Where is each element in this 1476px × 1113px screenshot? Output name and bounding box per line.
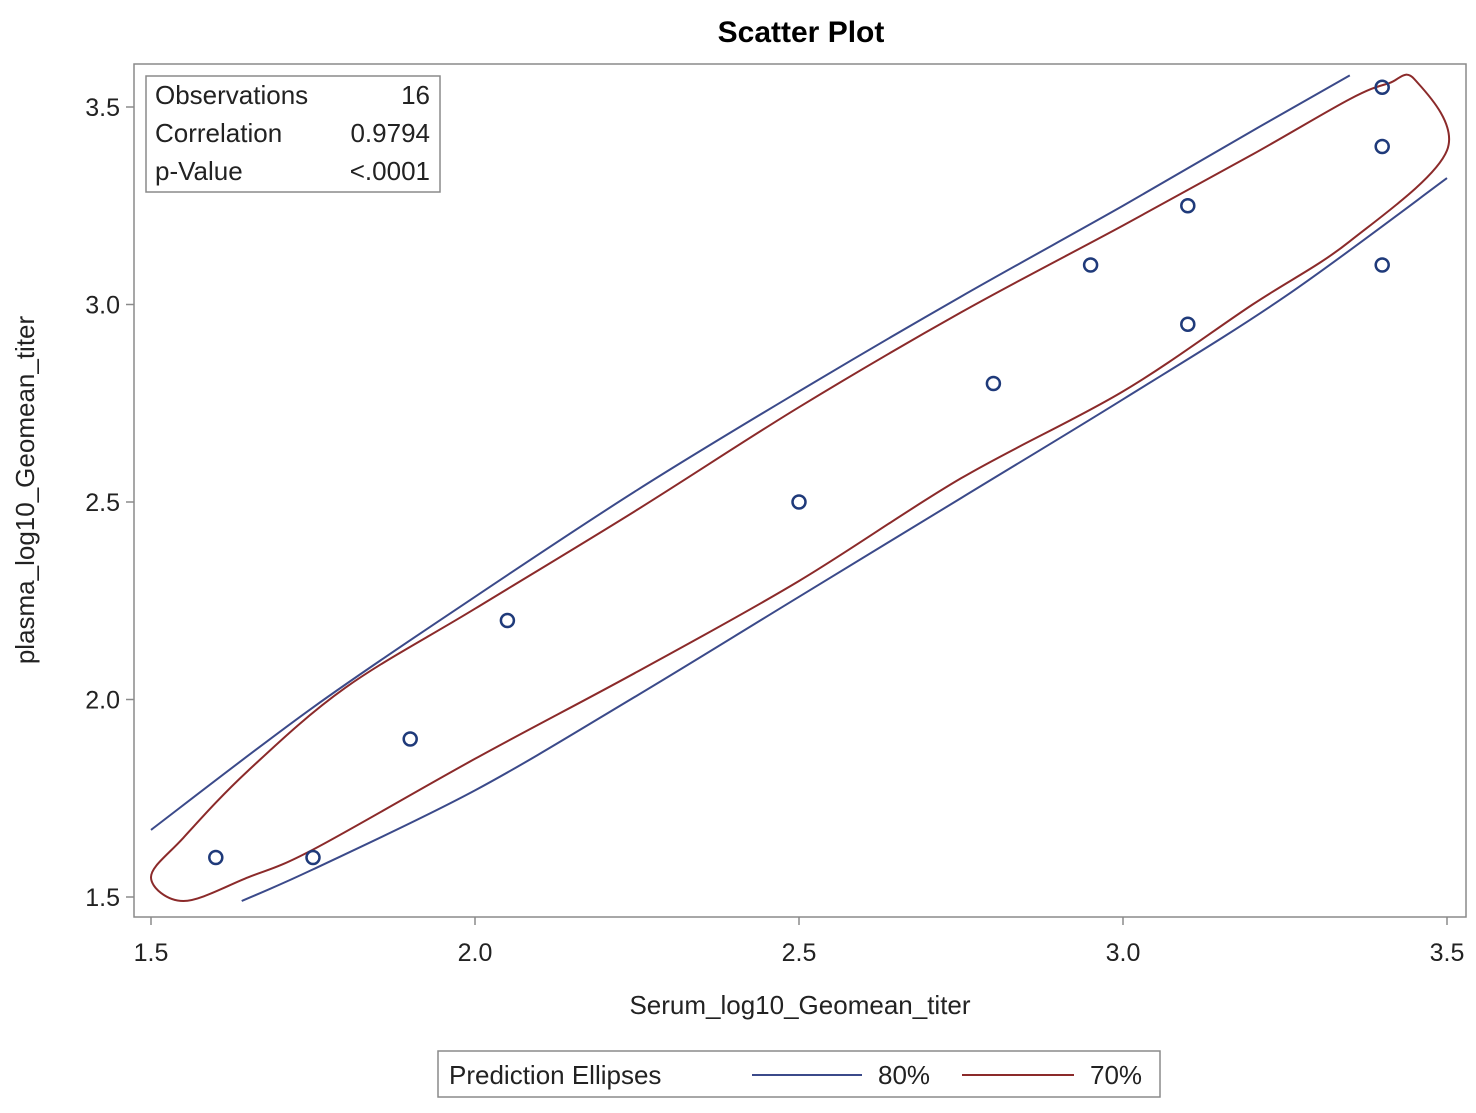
y-tick-label: 2.5 <box>85 489 120 517</box>
x-tick-label: 3.0 <box>1106 939 1141 967</box>
stat-value-observations: 16 <box>401 80 430 110</box>
y-axis-label: plasma_log10_Geomean_titer <box>10 315 40 664</box>
legend: Prediction Ellipses 80% 70% <box>437 1050 1161 1098</box>
stat-value-correlation: 0.9794 <box>350 118 430 148</box>
x-tick-label: 3.5 <box>1430 939 1465 967</box>
x-tick-label: 2.5 <box>782 939 817 967</box>
data-point <box>1082 257 1099 273</box>
stat-value-p-value: <.0001 <box>350 156 430 186</box>
legend-title: Prediction Ellipses <box>449 1060 661 1090</box>
legend-label-80: 80% <box>878 1060 930 1090</box>
y-tick-label: 3.0 <box>85 292 120 320</box>
data-point <box>1180 316 1196 332</box>
ellipse-80-upper <box>150 74 1351 831</box>
data-point <box>499 612 516 629</box>
data-point <box>1374 138 1390 155</box>
x-axis-label: Serum_log10_Geomean_titer <box>629 990 970 1020</box>
data-point <box>985 375 1002 392</box>
ellipse-70 <box>149 73 1450 903</box>
stats-box: Observations 16 Correlation 0.9794 p-Val… <box>145 75 441 193</box>
data-point <box>1180 198 1196 214</box>
legend-label-70: 70% <box>1090 1060 1142 1090</box>
stat-label-p-value: p-Value <box>155 156 243 186</box>
x-axis: 1.5 2.0 2.5 3.0 3.5 <box>134 917 1465 967</box>
data-point <box>1374 257 1390 273</box>
stat-label-correlation: Correlation <box>155 118 282 148</box>
data-point <box>208 849 224 866</box>
x-tick-label: 2.0 <box>458 939 493 967</box>
stat-label-observations: Observations <box>155 80 308 110</box>
y-axis: 1.5 2.0 2.5 3.0 3.5 <box>85 94 134 912</box>
stats-box-frame <box>145 75 441 193</box>
y-tick-label: 3.5 <box>85 94 120 122</box>
x-tick-label: 1.5 <box>134 939 169 967</box>
y-tick-label: 1.5 <box>85 884 120 912</box>
data-points <box>208 79 1390 866</box>
ellipse-80-lower <box>241 177 1448 902</box>
data-point <box>791 494 807 510</box>
prediction-ellipses <box>149 73 1450 903</box>
y-tick-label: 2.0 <box>85 687 120 715</box>
data-point <box>402 731 418 747</box>
chart-title: Scatter Plot <box>718 16 885 49</box>
plot-frame <box>133 63 1467 918</box>
data-point <box>305 849 321 866</box>
data-point <box>1374 79 1390 95</box>
